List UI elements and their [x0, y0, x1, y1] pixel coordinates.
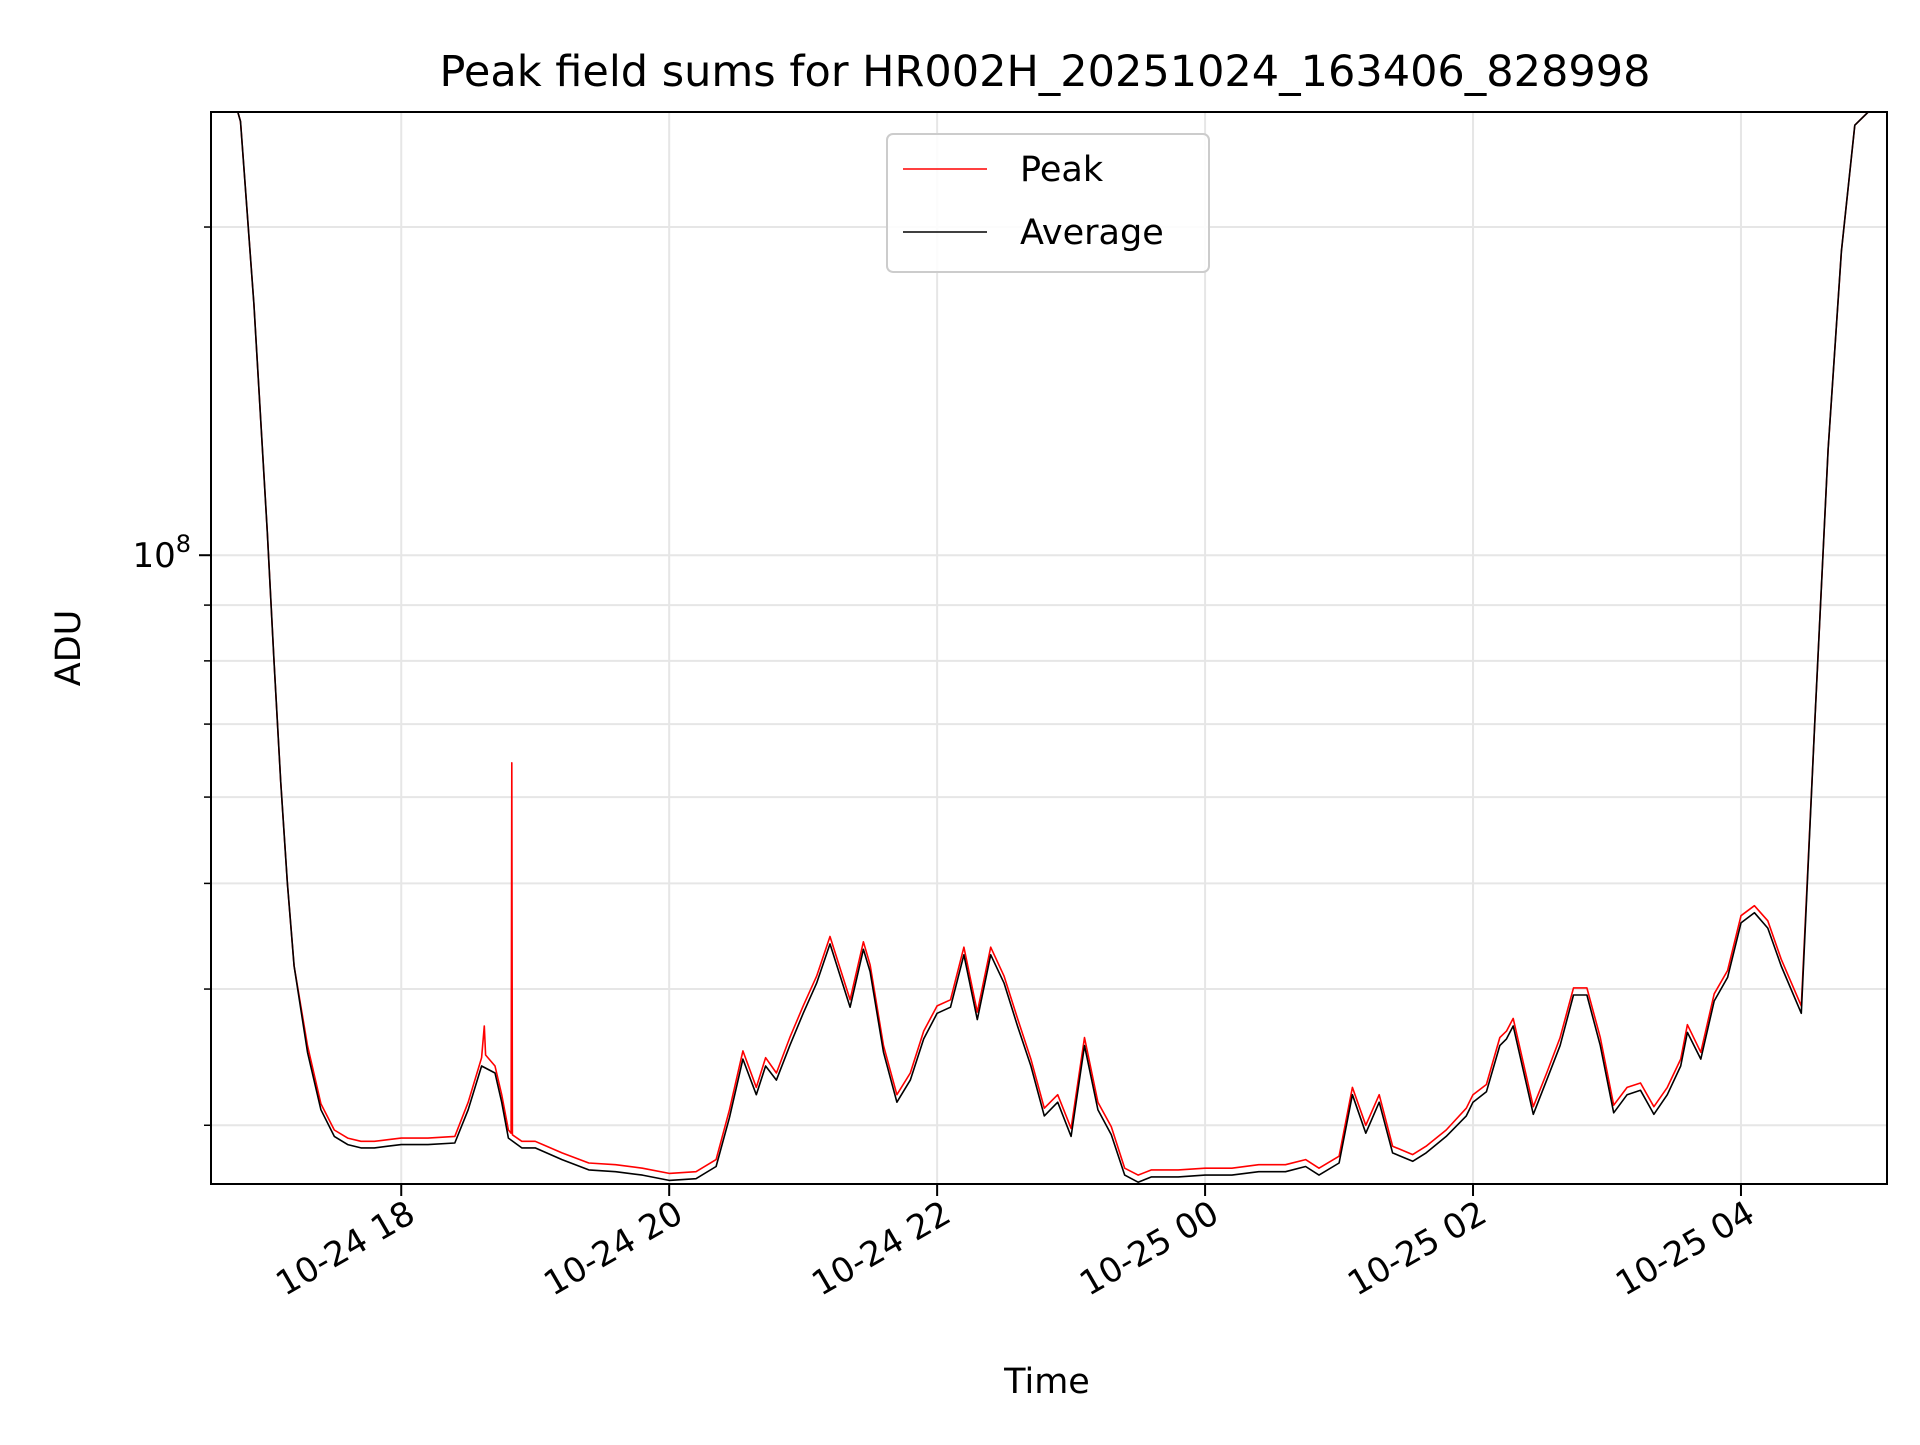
x-axis-label: Time: [1003, 1362, 1090, 1402]
plot-frame: [210, 111, 1888, 1185]
y-axis-label: ADU: [49, 610, 89, 687]
series-layer: [237, 112, 1887, 1183]
legend-label-peak: Peak: [1020, 150, 1104, 190]
series-line-peak: [237, 112, 1887, 1176]
y-tick-label-0: 108: [132, 530, 191, 576]
legend: Peak Average: [886, 133, 1210, 273]
series-line-average: [237, 112, 1887, 1183]
legend-label-average: Average: [1020, 213, 1164, 253]
grid-layer: [211, 112, 1887, 1184]
chart-title: Peak field sums for HR002H_20251024_1634…: [440, 47, 1651, 97]
